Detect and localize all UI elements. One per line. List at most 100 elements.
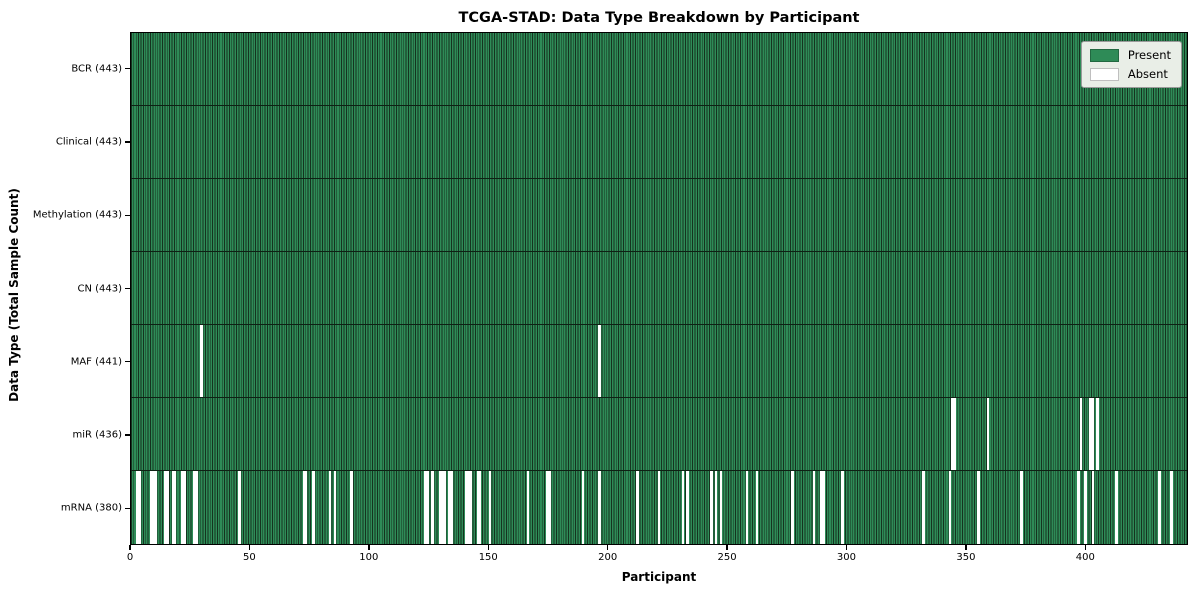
absent-bar xyxy=(822,471,825,544)
absent-bar xyxy=(791,471,794,544)
absent-bar xyxy=(948,471,951,544)
x-tick-label-0: 0 xyxy=(126,552,134,563)
absent-bar xyxy=(755,471,758,544)
x-tick-label-150: 150 xyxy=(478,552,498,563)
x-tick-label-350: 350 xyxy=(956,552,976,563)
absent-bar xyxy=(951,398,954,470)
heatmap-row-Clinical xyxy=(131,106,1187,179)
absent-bar xyxy=(333,471,336,544)
x-tick-mark xyxy=(845,545,848,550)
absent-bar xyxy=(195,471,198,544)
absent-bar xyxy=(1170,471,1173,544)
absent-bar xyxy=(469,471,472,544)
absent-bar xyxy=(598,471,601,544)
absent-bar xyxy=(812,471,816,544)
absent-bar xyxy=(657,471,661,544)
legend-label: Absent xyxy=(1127,67,1168,81)
y-tick-label-miR: miR (436) xyxy=(72,429,122,441)
x-tick-mark xyxy=(129,545,131,550)
absent-bar xyxy=(350,471,353,544)
absent-bar xyxy=(953,398,956,470)
absent-bar xyxy=(450,471,453,544)
absent-bar xyxy=(1115,471,1118,544)
y-tick-mark xyxy=(125,287,130,290)
absent-bar xyxy=(448,471,451,544)
absent-bar xyxy=(138,471,141,544)
absent-bar xyxy=(1096,398,1099,470)
absent-bar xyxy=(464,471,468,544)
absent-bar xyxy=(476,471,480,544)
absent-bar xyxy=(1091,398,1095,470)
heatmap-row-MAF xyxy=(131,325,1187,398)
absent-bar xyxy=(438,471,441,544)
x-tick-mark xyxy=(248,545,251,550)
y-tick-label-Clinical: Clinical (443) xyxy=(55,136,122,148)
absent-bar xyxy=(467,471,470,544)
absent-bar xyxy=(1077,471,1080,544)
y-tick-label-BCR: BCR (443) xyxy=(71,63,122,75)
legend-entry-present: Present xyxy=(1089,48,1171,62)
absent-bar xyxy=(440,471,444,544)
x-tick-label-100: 100 xyxy=(359,552,379,563)
y-tick-mark xyxy=(125,67,130,70)
absent-bar xyxy=(977,471,980,544)
absent-bar xyxy=(200,325,203,397)
absent-bar xyxy=(183,471,186,544)
chart-title: TCGA-STAD: Data Type Breakdown by Partic… xyxy=(458,10,860,26)
absent-bar xyxy=(598,325,601,397)
absent-bar xyxy=(986,398,990,470)
absent-bar xyxy=(431,471,434,544)
y-tick-mark xyxy=(125,361,130,363)
y-tick-mark xyxy=(125,141,130,143)
heatmap-row-Methylation xyxy=(131,179,1187,252)
absent-bar xyxy=(1084,471,1087,544)
absent-bar xyxy=(1158,471,1161,544)
heatmap-row-mRNA xyxy=(131,471,1187,544)
y-tick-label-Methylation: Methylation (443) xyxy=(32,209,122,221)
absent-bar xyxy=(479,471,482,544)
absent-bar xyxy=(746,471,749,544)
absent-bar xyxy=(488,471,491,544)
absent-bar xyxy=(545,471,549,544)
heatmap-row-CN xyxy=(131,252,1187,325)
absent-bar xyxy=(150,471,153,544)
absent-bar xyxy=(719,471,723,544)
absent-bar xyxy=(181,471,184,544)
x-tick-mark xyxy=(1084,545,1086,550)
absent-bar xyxy=(302,471,305,544)
absent-bar xyxy=(1079,398,1083,470)
x-tick-mark xyxy=(606,545,609,550)
y-tick-mark xyxy=(125,214,130,216)
y-tick-label-mRNA: mRNA (380) xyxy=(60,502,122,514)
y-axis-label: Data Type (Total Sample Count) xyxy=(7,81,21,402)
absent-bar xyxy=(166,471,170,544)
absent-bar xyxy=(238,471,241,544)
absent-bar xyxy=(686,471,689,544)
absent-bar xyxy=(443,471,446,544)
legend-swatch-present xyxy=(1089,48,1119,62)
absent-bar xyxy=(715,471,718,544)
absent-bar xyxy=(135,471,139,544)
legend-entry-absent: Absent xyxy=(1089,67,1171,81)
absent-bar xyxy=(171,471,174,544)
x-tick-label-300: 300 xyxy=(836,552,857,563)
x-tick-label-200: 200 xyxy=(598,552,618,563)
x-tick-mark xyxy=(487,545,489,550)
absent-bar xyxy=(312,471,315,544)
absent-bar xyxy=(636,471,639,544)
plot-area: Present Absent xyxy=(130,32,1188,545)
absent-bar xyxy=(1089,398,1092,470)
absent-bar xyxy=(526,471,530,544)
absent-bar xyxy=(681,471,685,544)
absent-bar xyxy=(164,471,167,544)
x-tick-mark xyxy=(965,545,967,550)
legend-label: Present xyxy=(1127,48,1171,62)
heatmap-row-miR xyxy=(131,398,1187,471)
absent-bar xyxy=(424,471,427,544)
absent-bar xyxy=(152,471,155,544)
legend-swatch-absent xyxy=(1089,67,1119,81)
x-tick-mark xyxy=(368,545,370,550)
absent-bar xyxy=(548,471,551,544)
legend: Present Absent xyxy=(1080,41,1182,88)
